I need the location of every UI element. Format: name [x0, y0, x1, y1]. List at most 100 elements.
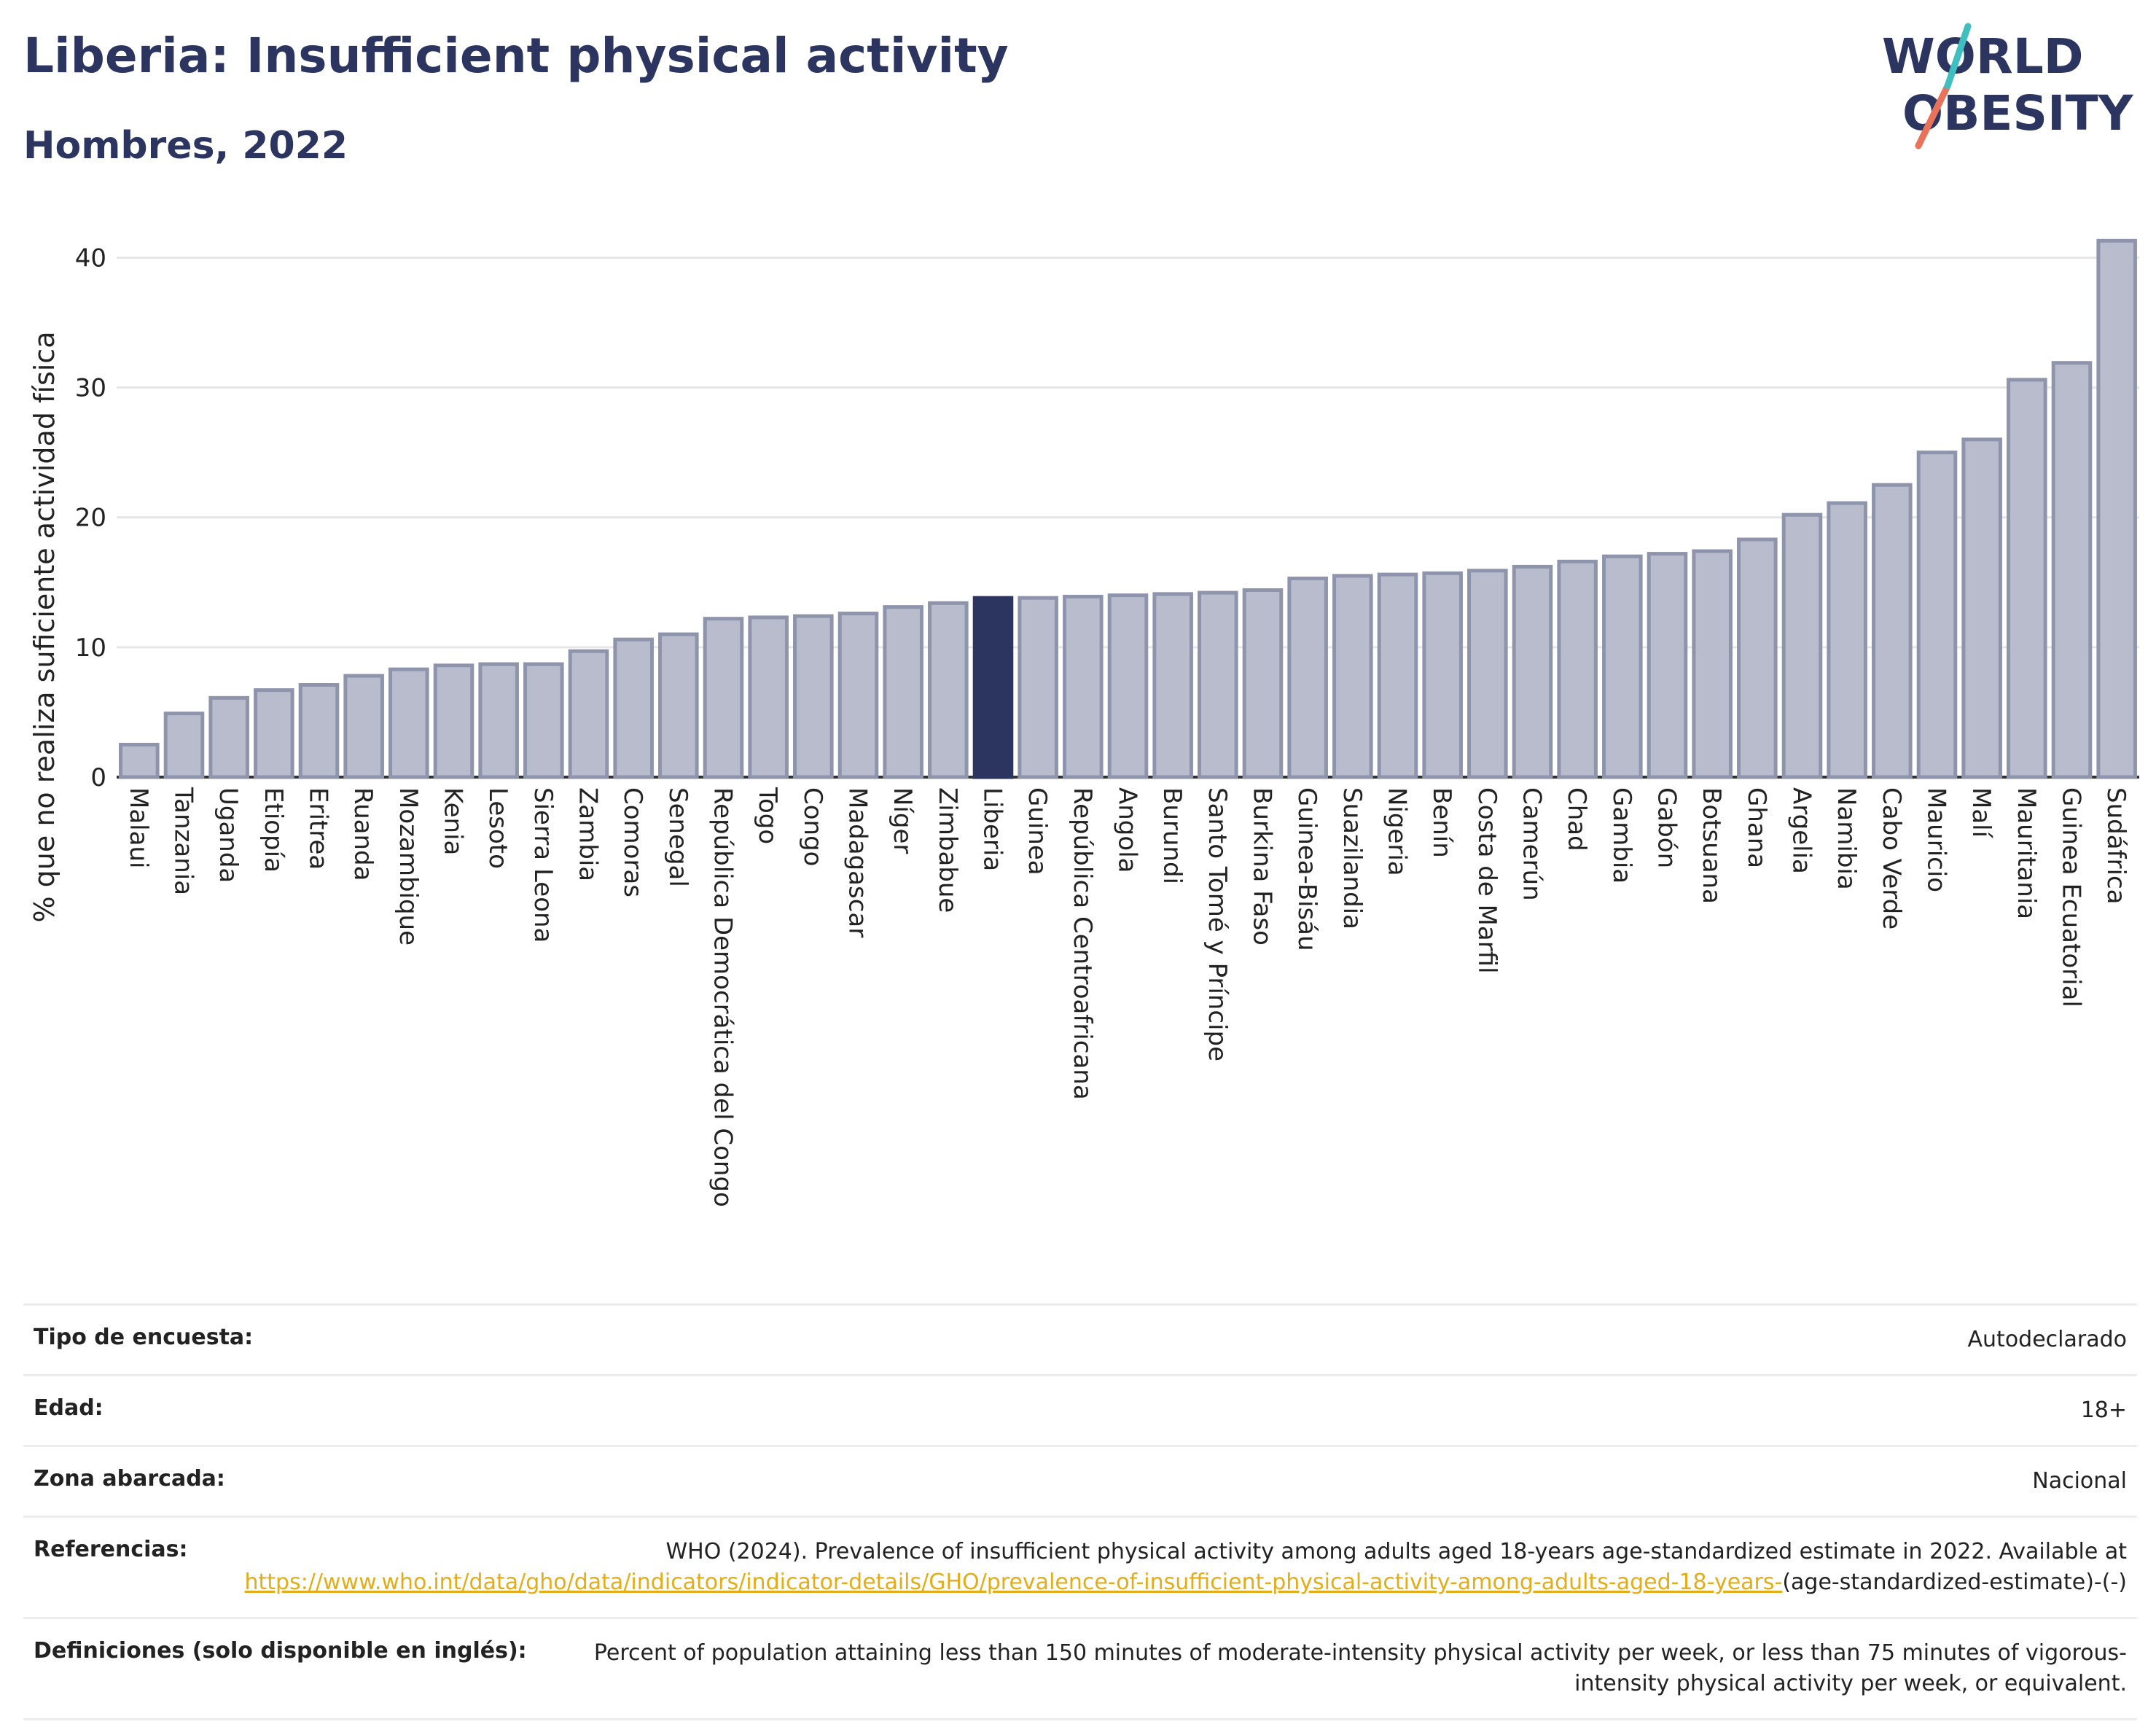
- y-tick-label: 20: [75, 504, 106, 533]
- area-value: Nacional: [2032, 1468, 2127, 1494]
- logo-slash-icon: [1915, 82, 1951, 149]
- x-tick-label: Guinea: [1023, 787, 1052, 876]
- bar: [388, 667, 429, 779]
- x-tick-label: Namibia: [1832, 787, 1861, 890]
- bar: [1827, 501, 1867, 779]
- bar: [1287, 576, 1328, 779]
- x-tick-label: Guinea Ecuatorial: [2057, 787, 2086, 1007]
- x-tick-label: Ruanda: [348, 787, 378, 881]
- bar: [748, 615, 789, 779]
- bar: [1781, 512, 1823, 779]
- bar: [1916, 451, 1958, 779]
- bar: [1063, 594, 1104, 779]
- logo-slash-accent-icon: [1944, 23, 1972, 90]
- references-label: Referencias:: [34, 1537, 188, 1562]
- x-tick-label: Malaui: [124, 787, 153, 868]
- bar: [1422, 571, 1463, 779]
- page-subtitle: Hombres, 2022: [23, 124, 348, 168]
- info-row-references: Referencias: WHO (2024). Prevalence of i…: [23, 1516, 2137, 1617]
- x-tick-label: Níger: [888, 787, 917, 854]
- x-tick-label: Comoras: [618, 787, 647, 897]
- bar: [703, 617, 744, 779]
- x-tick-label: Zambia: [574, 787, 603, 881]
- bar: [928, 601, 969, 779]
- bar: [613, 637, 654, 779]
- x-tick-label: Liberia: [978, 787, 1007, 871]
- references-value: WHO (2024). Prevalence of insufficient p…: [244, 1537, 2127, 1598]
- x-tick-label: Benín: [1427, 787, 1456, 858]
- bar: [343, 674, 384, 779]
- x-tick-label: Senegal: [663, 787, 692, 887]
- bar-chart: 0 10 20 30 40 Malaui Tanzania Uganda Etiopía Eri…: [28, 238, 2139, 1207]
- bar: [1018, 596, 1058, 779]
- bar: [1467, 569, 1508, 779]
- survey-label: Tipo de encuesta:: [34, 1325, 254, 1350]
- x-tick-label: Burundi: [1157, 787, 1187, 884]
- x-tick-label: Madagascar: [843, 787, 872, 937]
- x-tick-label: Zimbabue: [933, 787, 962, 913]
- y-tick-label: 10: [75, 633, 106, 663]
- area-label: Zona abarcada:: [34, 1466, 225, 1492]
- bar: [1692, 549, 1733, 779]
- bar: [837, 612, 879, 779]
- bar: [1242, 588, 1284, 779]
- y-tick-label: 30: [75, 374, 106, 403]
- bar: [523, 662, 564, 779]
- x-tick-label: Suazilandia: [1337, 787, 1367, 929]
- x-tick-label: Mozambique: [394, 787, 423, 946]
- bar: [658, 632, 699, 779]
- x-tick-label: República Centroafricana: [1068, 787, 1097, 1100]
- bar: [1872, 483, 1913, 779]
- references-text: WHO (2024). Prevalence of insufficient p…: [665, 1539, 2127, 1564]
- y-tick-label: 40: [75, 243, 106, 273]
- page-title: Liberia: Insufficient physical activity: [23, 28, 1009, 84]
- definitions-label: Definiciones (solo disponible en inglés)…: [34, 1638, 527, 1664]
- info-row-definitions: Definiciones (solo disponible en inglés)…: [23, 1617, 2137, 1720]
- info-table: Tipo de encuesta: Autodeclarado Edad: 18…: [23, 1303, 2137, 1720]
- x-tick-label: Mauritania: [2012, 787, 2041, 919]
- bar: [478, 662, 519, 779]
- age-label: Edad:: [34, 1395, 103, 1421]
- y-tick-label: 0: [90, 763, 106, 792]
- bar: [119, 742, 160, 779]
- x-tick-label: Mauricio: [1922, 787, 1951, 892]
- info-row-age: Edad: 18+: [23, 1374, 2137, 1445]
- x-tick-label: Lesoto: [483, 787, 512, 869]
- bar-layer: [119, 238, 2137, 779]
- x-tick-label: Uganda: [214, 787, 243, 883]
- label-layer: Malaui Tanzania Uganda Etiopía Eritrea Ruanda…: [124, 787, 2130, 1207]
- info-row-area: Zona abarcada: Nacional: [23, 1445, 2137, 1516]
- logo-line1: WORLD: [1882, 28, 2084, 85]
- bar: [1377, 572, 1418, 779]
- bar: [2007, 378, 2047, 779]
- info-row-survey: Tipo de encuesta: Autodeclarado: [23, 1303, 2137, 1374]
- y-axis-title: % que no realiza suficiente actividad fí…: [28, 332, 60, 923]
- x-tick-label: Togo: [753, 787, 782, 844]
- survey-value: Autodeclarado: [1967, 1327, 2127, 1352]
- bar: [1512, 564, 1553, 779]
- x-tick-label: Gambia: [1607, 787, 1636, 884]
- bar: [1602, 554, 1643, 779]
- x-tick-label: Sudáfrica: [2101, 787, 2130, 904]
- x-tick-label: Eritrea: [304, 787, 333, 870]
- bar: [883, 605, 923, 779]
- x-tick-label: Sierra Leona: [528, 787, 558, 943]
- x-tick-label: Kenia: [439, 787, 468, 855]
- bar-highlight: [972, 596, 1014, 779]
- bar: [2096, 238, 2137, 779]
- world-obesity-logo: WORLD OBESITY: [1882, 23, 2134, 149]
- references-link[interactable]: https://www.who.int/data/gho/data/indica…: [244, 1570, 1783, 1595]
- bar: [2051, 361, 2093, 779]
- x-tick-label: Chad: [1562, 787, 1591, 851]
- bar: [1332, 574, 1373, 779]
- bar: [1107, 593, 1149, 779]
- x-tick-label: Etiopía: [259, 787, 288, 873]
- x-tick-label: Ghana: [1742, 787, 1771, 868]
- x-tick-label: República Democrática del Congo: [708, 787, 738, 1207]
- definitions-value: Percent of population attaining less tha…: [593, 1640, 2127, 1696]
- bar: [1737, 537, 1778, 779]
- bar: [793, 614, 834, 779]
- x-tick-label: Guinea-Bisáu: [1292, 787, 1321, 951]
- x-tick-label: Malí: [1966, 787, 1996, 839]
- bar: [298, 683, 340, 779]
